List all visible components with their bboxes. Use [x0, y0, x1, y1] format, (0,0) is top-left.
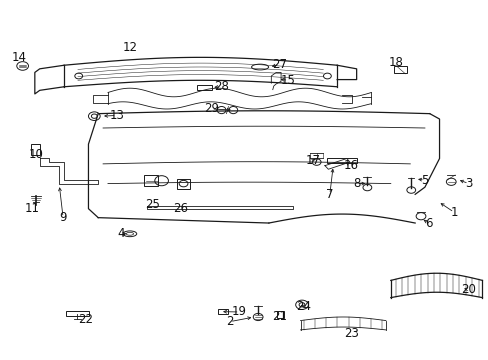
Text: 4: 4 [118, 227, 125, 240]
Bar [31, 144, 40, 155]
Text: 23: 23 [344, 327, 359, 340]
Bar [197, 85, 211, 90]
Text: 6: 6 [424, 216, 432, 230]
Bar [65, 311, 89, 316]
Bar [218, 309, 227, 315]
Text: 16: 16 [343, 159, 358, 172]
Bar [143, 175, 158, 186]
Text: 28: 28 [213, 80, 228, 93]
Text: 10: 10 [28, 148, 43, 161]
Text: 5: 5 [420, 174, 427, 186]
Text: 13: 13 [109, 109, 124, 122]
Text: 8: 8 [352, 177, 360, 190]
Text: 22: 22 [79, 313, 93, 327]
Text: 14: 14 [12, 51, 27, 64]
Text: 24: 24 [296, 300, 311, 313]
Text: 3: 3 [464, 177, 471, 190]
Text: 18: 18 [387, 56, 402, 69]
Bar [176, 179, 190, 189]
Bar [393, 66, 407, 73]
Text: 15: 15 [281, 74, 295, 87]
Text: 21: 21 [271, 310, 286, 324]
Text: 19: 19 [232, 306, 246, 319]
Text: 11: 11 [25, 202, 40, 215]
Text: 2: 2 [225, 315, 233, 328]
Text: 17: 17 [305, 154, 320, 167]
Bar [277, 311, 284, 319]
Bar [327, 158, 356, 163]
Text: 20: 20 [460, 283, 475, 296]
Text: 29: 29 [203, 103, 219, 116]
Text: 9: 9 [59, 211, 67, 224]
Text: 27: 27 [271, 58, 286, 71]
Text: 25: 25 [145, 198, 160, 211]
Text: 12: 12 [122, 41, 137, 54]
Text: 7: 7 [325, 188, 333, 201]
Text: 1: 1 [449, 206, 457, 219]
Text: 26: 26 [173, 202, 188, 215]
